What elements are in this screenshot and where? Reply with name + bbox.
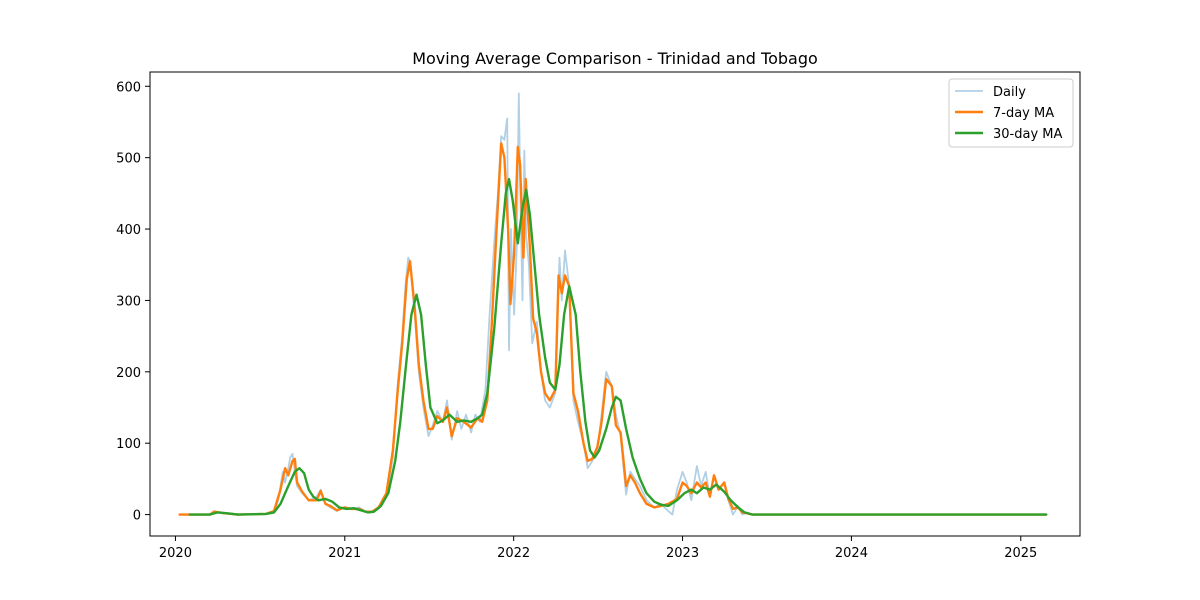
plot-frame [149,71,1081,537]
legend: Daily 7-day MA 30-day MA [948,78,1074,148]
y-tick-label: 200 [116,366,141,381]
x-tick-label: 2021 [328,546,361,561]
y-tick-label: 500 [116,152,141,167]
x-tick-label: 2020 [159,546,192,561]
x-tick-label: 2025 [1004,546,1037,561]
legend-label-ma30: 30-day MA [993,127,1062,142]
series-layer [178,92,1048,516]
y-tick-label: 600 [116,80,141,95]
legend-label-daily: Daily [993,85,1026,100]
x-tick-label: 2023 [666,546,699,561]
y-axis: 0 100 200 300 400 500 600 [116,80,150,524]
chart-title: Moving Average Comparison - Trinidad and… [412,49,818,68]
y-tick-label: 0 [133,509,141,524]
legend-box [948,78,1074,148]
y-tick-label: 300 [116,294,141,309]
plot-area [150,72,1080,536]
series-line-ma7 [178,142,1048,516]
x-tick-label: 2022 [497,546,530,561]
x-axis: 2020 2021 2022 2023 2024 2025 [159,536,1037,561]
y-tick-label: 100 [116,437,141,452]
legend-label-ma7: 7-day MA [993,106,1054,121]
x-tick-label: 2024 [835,546,868,561]
series-line-ma30 [188,177,1048,516]
y-tick-label: 400 [116,223,141,238]
